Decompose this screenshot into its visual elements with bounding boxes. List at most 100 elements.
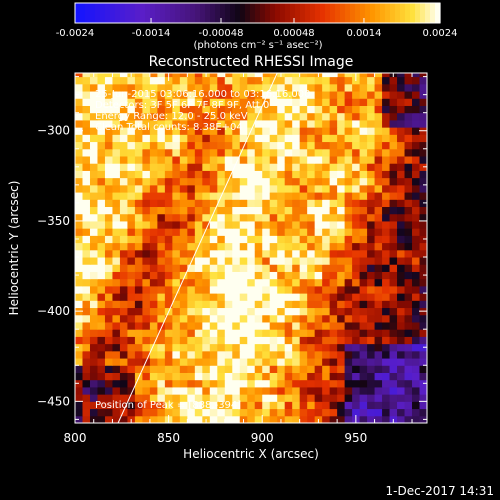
heatmap-cell bbox=[179, 177, 188, 186]
heatmap-cell bbox=[344, 271, 353, 280]
heatmap-cell bbox=[209, 220, 218, 229]
heatmap-cell bbox=[412, 141, 421, 150]
heatmap-cell bbox=[75, 314, 83, 323]
heatmap-cell bbox=[412, 249, 421, 258]
heatmap-cell bbox=[194, 372, 203, 381]
heatmap-cell bbox=[262, 307, 271, 316]
heatmap-cell bbox=[149, 358, 158, 366]
heatmap-cell bbox=[104, 119, 113, 128]
heatmap-cell bbox=[284, 307, 293, 316]
heatmap-cell bbox=[284, 401, 293, 410]
heatmap-cell bbox=[352, 372, 361, 381]
heatmap-cell bbox=[322, 264, 331, 272]
heatmap-cell bbox=[172, 206, 181, 215]
heatmap-cell bbox=[82, 235, 91, 244]
heatmap-cell bbox=[89, 177, 98, 186]
heatmap-cell bbox=[194, 98, 203, 106]
heatmap-cell bbox=[314, 206, 323, 215]
heatmap-cell bbox=[307, 184, 316, 193]
heatmap-cell bbox=[404, 386, 413, 395]
heatmap-cell bbox=[134, 293, 143, 301]
heatmap-cell bbox=[382, 257, 391, 265]
heatmap-cell bbox=[337, 264, 346, 272]
heatmap-cell bbox=[104, 98, 113, 106]
heatmap-cell bbox=[97, 170, 106, 179]
heatmap-cell bbox=[142, 271, 151, 280]
heatmap-cell bbox=[329, 242, 338, 251]
heatmap-cell bbox=[232, 415, 241, 423]
heatmap-cell bbox=[157, 321, 166, 330]
heatmap-cell bbox=[97, 401, 106, 410]
heatmap-cell bbox=[82, 350, 91, 359]
heatmap-cell bbox=[374, 148, 383, 157]
heatmap-cell bbox=[254, 415, 263, 423]
heatmap-cell bbox=[284, 155, 293, 164]
colorbar-cell bbox=[300, 3, 306, 23]
heatmap-cell bbox=[187, 235, 196, 244]
heatmap-cell bbox=[194, 401, 203, 410]
heatmap-cell bbox=[187, 98, 196, 106]
heatmap-cell bbox=[412, 415, 421, 423]
heatmap-cell bbox=[322, 83, 331, 92]
heatmap-cell bbox=[89, 119, 98, 128]
heatmap-cell bbox=[97, 264, 106, 272]
heatmap-cell bbox=[404, 379, 413, 388]
heatmap-cell bbox=[97, 300, 106, 309]
heatmap-cell bbox=[367, 73, 376, 78]
heatmap-cell bbox=[367, 314, 376, 323]
heatmap-cell bbox=[239, 235, 248, 244]
heatmap-cell bbox=[404, 184, 413, 193]
heatmap-cell bbox=[374, 257, 383, 265]
heatmap-cell bbox=[269, 350, 278, 359]
colorbar-cell bbox=[150, 3, 156, 23]
heatmap-cell bbox=[307, 386, 316, 395]
heatmap-cell bbox=[352, 343, 361, 352]
heatmap-cell bbox=[404, 112, 413, 121]
heatmap-cell bbox=[299, 220, 308, 229]
heatmap-cell bbox=[217, 401, 226, 410]
heatmap-cell bbox=[82, 155, 91, 164]
heatmap-cell bbox=[104, 73, 113, 78]
heatmap-cell bbox=[224, 372, 233, 381]
heatmap-cell bbox=[232, 321, 241, 330]
heatmap-cell bbox=[359, 321, 368, 330]
heatmap-cell bbox=[404, 73, 413, 78]
heatmap-cell bbox=[217, 415, 226, 423]
heatmap-cell bbox=[337, 163, 346, 171]
heatmap-cell bbox=[367, 307, 376, 316]
heatmap-cell bbox=[284, 134, 293, 143]
heatmap-cell bbox=[224, 192, 233, 200]
heatmap-cell bbox=[134, 148, 143, 157]
heatmap-cell bbox=[82, 163, 91, 171]
colorbar-cell bbox=[405, 3, 411, 23]
heatmap-cell bbox=[352, 134, 361, 143]
heatmap-cell bbox=[127, 300, 136, 309]
heatmap-cell bbox=[82, 112, 91, 121]
heatmap-cell bbox=[202, 307, 211, 316]
heatmap-cell bbox=[134, 257, 143, 265]
heatmap-cell bbox=[352, 83, 361, 92]
heatmap-cell bbox=[202, 300, 211, 309]
heatmap-cell bbox=[314, 321, 323, 330]
heatmap-cell bbox=[97, 372, 106, 381]
heatmap-cell bbox=[202, 235, 211, 244]
heatmap-cell bbox=[104, 235, 113, 244]
heatmap-cell bbox=[239, 184, 248, 193]
heatmap-cell bbox=[119, 372, 128, 381]
heatmap-cell bbox=[232, 170, 241, 179]
heatmap-cell bbox=[254, 184, 263, 193]
heatmap-cell bbox=[277, 220, 286, 229]
heatmap-cell bbox=[172, 394, 181, 402]
heatmap-cell bbox=[127, 184, 136, 193]
heatmap-cell bbox=[209, 213, 218, 222]
heatmap-cell bbox=[149, 307, 158, 316]
heatmap-cell bbox=[314, 199, 323, 208]
heatmap-cell bbox=[232, 394, 241, 402]
heatmap-cell bbox=[149, 408, 158, 417]
heatmap-cell bbox=[359, 73, 368, 78]
heatmap-cell bbox=[404, 83, 413, 92]
heatmap-cell bbox=[284, 365, 293, 373]
heatmap-cell bbox=[389, 127, 398, 135]
heatmap-cell bbox=[157, 148, 166, 157]
heatmap-cell bbox=[157, 300, 166, 309]
